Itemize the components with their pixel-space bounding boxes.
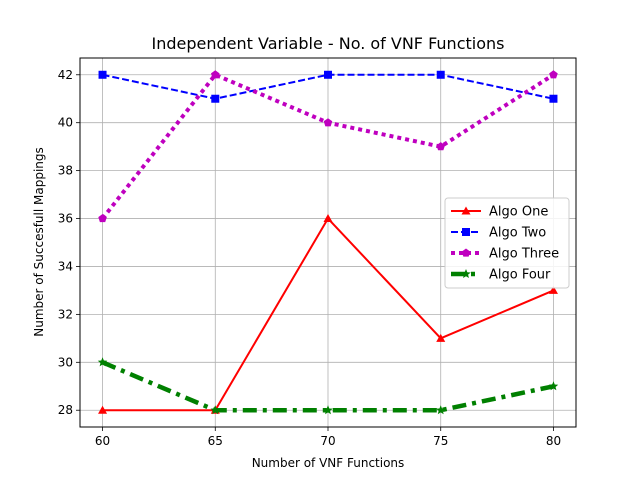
y-tick-label: 30 [58,355,73,369]
data-point-algo-one [548,285,558,294]
x-tick-label: 65 [208,434,223,448]
y-tick-label: 34 [58,259,73,273]
series-line-algo-four [101,360,554,413]
data-point-algo-two [436,70,445,79]
legend-label-algo-three: Algo Three [489,247,559,262]
legend: Algo One Algo Two Algo Three Algo Four [444,197,570,289]
data-point-algo-three [323,118,333,127]
y-tick-label: 38 [58,164,73,178]
data-point-algo-two [549,94,558,103]
y-tick-label: 36 [58,212,73,226]
y-tick-label: 28 [58,403,73,417]
data-point-algo-three [210,70,220,79]
chart-title: Independent Variable - No. of VNF Functi… [152,34,505,53]
x-tick-label: 75 [433,434,448,448]
data-point-algo-three [98,214,107,223]
data-point-algo-two [98,70,107,79]
legend-marker-algo-three [461,248,471,257]
series-layer [97,70,559,415]
data-point-algo-four [97,357,108,367]
data-point-algo-two [324,70,332,79]
data-point-algo-four [548,381,559,391]
data-point-algo-three [436,142,446,151]
y-tick-label: 40 [58,116,73,130]
x-axis-label: Number of VNF Functions [252,456,405,470]
series-algo-two [98,70,558,103]
series-algo-three [98,70,558,223]
legend-label-algo-one: Algo One [489,205,548,220]
data-point-algo-four [323,405,333,415]
legend-box [444,197,570,289]
legend-marker-algo-four [461,269,471,279]
data-point-algo-two [211,94,220,103]
x-tick-label: 70 [320,434,335,448]
legend-marker-algo-one [461,206,471,215]
y-tick-label: 32 [58,307,73,321]
data-point-algo-one [98,405,108,414]
x-tick-label: 60 [95,434,110,448]
x-tick-label: 80 [546,434,561,448]
data-point-algo-four [210,405,221,415]
legend-label-algo-two: Algo Two [489,226,546,241]
data-point-algo-one [436,333,446,342]
data-point-algo-four [435,405,446,415]
legend-label-algo-four: Algo Four [489,268,551,283]
legend-marker-algo-two [462,228,470,236]
data-point-algo-one [323,214,333,223]
y-tick-label: 42 [58,68,73,82]
y-axis-label: Number of Succesfull Mappings [32,147,46,337]
data-point-algo-three [549,70,558,79]
series-algo-four [97,357,559,415]
axis-ticks: 60 65 70 75 80 28 30 32 34 36 38 40 42 [58,68,561,448]
